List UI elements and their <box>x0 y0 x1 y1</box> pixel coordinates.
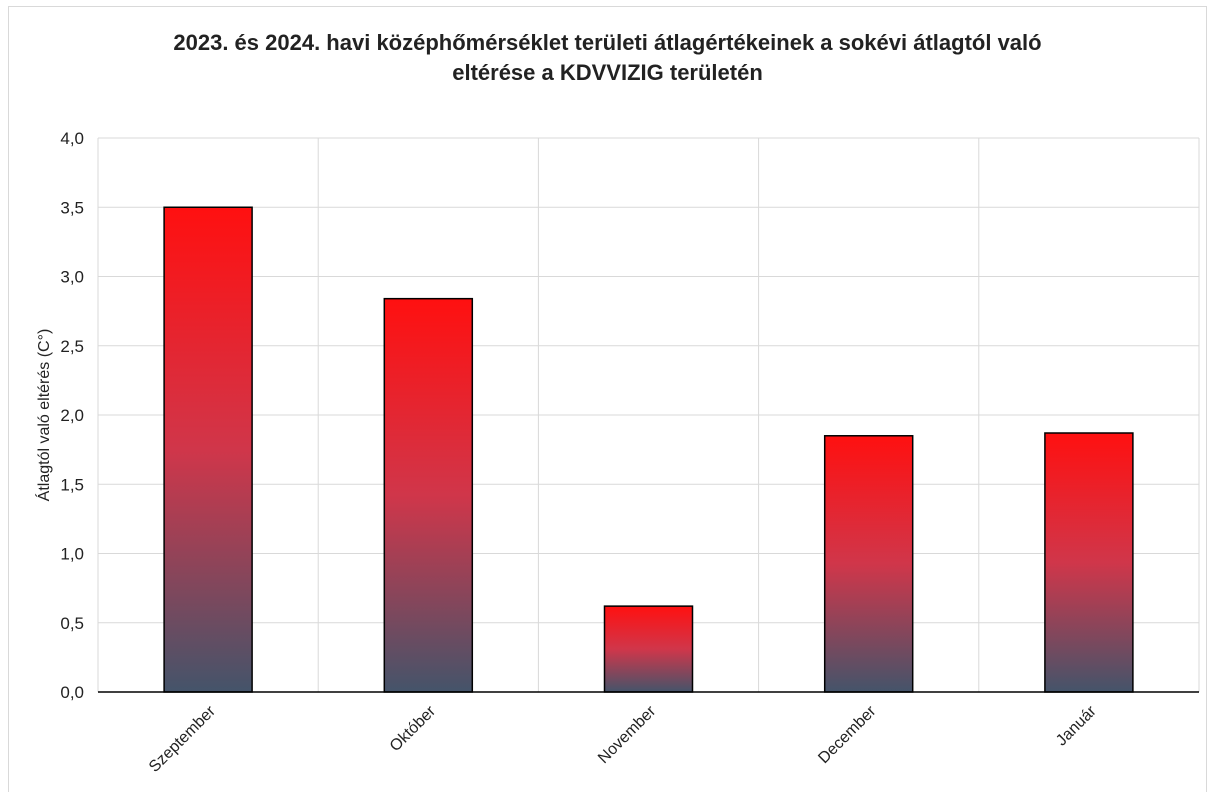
bars <box>163 206 1134 693</box>
y-tick-label: 2,5 <box>60 337 84 356</box>
y-tick-label: 3,5 <box>60 198 84 217</box>
gridlines <box>97 137 1200 692</box>
x-tick-label: Szeptember <box>146 702 219 775</box>
y-axis-label: Átlagtól való eltérés (C°) <box>34 329 53 502</box>
bar <box>163 206 253 693</box>
y-tick-label: 1,0 <box>60 545 84 564</box>
x-tick-label: Október <box>387 702 440 755</box>
chart-title-line-2: eltérése a KDVVIZIG területén <box>452 60 763 85</box>
y-tick-label: 2,0 <box>60 406 84 425</box>
y-tick-label: 3,0 <box>60 268 84 287</box>
x-tick-label: Január <box>1053 702 1100 749</box>
bar <box>603 605 694 693</box>
x-tick-label: November <box>595 702 660 767</box>
y-tick-label: 0,0 <box>60 683 84 702</box>
y-tick-label: 4,0 <box>60 129 84 148</box>
y-tick-labels: 0,0 0,5 1,0 1,5 2,0 2,5 3,0 3,5 4,0 <box>60 129 84 702</box>
bar <box>823 435 914 693</box>
x-tick-label: December <box>815 702 880 767</box>
y-tick-label: 1,5 <box>60 475 84 494</box>
y-tick-label: 0,5 <box>60 614 84 633</box>
chart-title-line-1: 2023. és 2024. havi középhőmérséklet ter… <box>173 30 1042 55</box>
bar <box>383 297 474 693</box>
chart-title: 2023. és 2024. havi középhőmérséklet ter… <box>0 28 1215 88</box>
bar <box>1044 432 1134 693</box>
x-tick-labels: Szeptember Október November December Január <box>146 702 1100 775</box>
